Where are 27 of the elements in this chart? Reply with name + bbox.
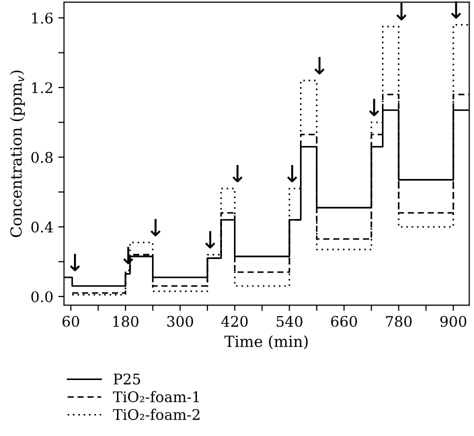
annotation: ↓: [287, 165, 298, 182]
x-tick-label: 660: [331, 316, 357, 327]
x-tick-label: 420: [221, 316, 248, 327]
legend-label: P25: [114, 374, 140, 385]
annotation: ↓: [205, 231, 216, 248]
annotation: ↓: [451, 1, 462, 19]
legend-label: TiO₂-foam-2: [112, 408, 200, 420]
y-tick-label: 0.0: [31, 291, 53, 302]
x-tick-label: 900: [440, 316, 466, 327]
annotation: ↓: [70, 254, 80, 272]
annotation: ↓: [314, 57, 325, 74]
annotation: ↓: [369, 98, 380, 116]
y-tick-label: 0.4: [31, 222, 53, 233]
annotation: ↓: [232, 165, 243, 182]
x-tick-label: 780: [386, 316, 412, 327]
annotation: ↓: [150, 218, 161, 236]
x-tick-label: 180: [113, 316, 138, 327]
x-tick-label: 300: [167, 316, 194, 327]
x-tick-label: 60: [62, 316, 80, 327]
legend-label: TiO₂-foam-1: [112, 391, 199, 402]
x-tick-label: 540: [276, 316, 302, 327]
x-axis-title: Time (min): [224, 335, 308, 350]
annotation: ↓: [396, 3, 406, 20]
y-axis-title: Concentration (ppm$_{v}$): [10, 70, 25, 238]
y-tick-label: 1.2: [32, 82, 52, 94]
y-tick-label: 1.6: [32, 12, 53, 24]
y-tick-label: 0.8: [31, 152, 53, 163]
